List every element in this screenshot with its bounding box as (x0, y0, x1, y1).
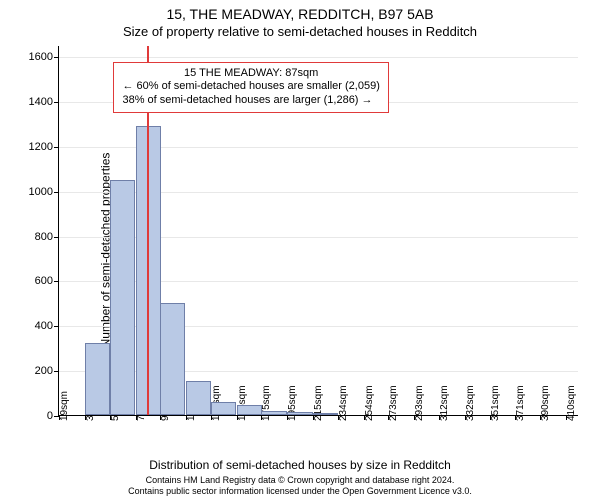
xtick-label: 234sqm (338, 385, 349, 421)
ytick-label: 1400 (29, 96, 53, 108)
x-axis-label: Distribution of semi-detached houses by … (0, 458, 600, 472)
chart-container: { "chart": { "type": "histogram", "title… (0, 0, 600, 500)
info-box-line3: 38% of semi-detached houses are larger (… (122, 94, 379, 108)
ytick-label: 600 (35, 275, 53, 287)
xtick-label: 273sqm (388, 385, 399, 421)
histogram-bar (160, 303, 185, 415)
histogram-bar (211, 402, 236, 415)
histogram-bar (110, 180, 135, 415)
ytick-label: 400 (35, 320, 53, 332)
xtick-label: 254sqm (364, 385, 375, 421)
histogram-bar (85, 343, 110, 415)
ytick-mark (54, 57, 59, 58)
ytick-mark (54, 237, 59, 238)
xtick-label: 332sqm (465, 385, 476, 421)
xtick-label: 175sqm (261, 385, 272, 421)
attribution-line1: Contains HM Land Registry data © Crown c… (146, 475, 455, 485)
attribution-text: Contains HM Land Registry data © Crown c… (0, 475, 600, 496)
xtick-label: 371sqm (515, 385, 526, 421)
ytick-label: 0 (47, 410, 53, 422)
ytick-mark (54, 147, 59, 148)
info-box-line1: 15 THE MEADWAY: 87sqm (122, 67, 379, 81)
histogram-bar (237, 405, 262, 415)
chart-subtitle: Size of property relative to semi-detach… (0, 24, 600, 39)
histogram-bar (313, 413, 338, 415)
plot-area: 0200400600800100012001400160019sqm39sqm5… (58, 46, 578, 416)
xtick-label: 351sqm (490, 385, 501, 421)
ytick-label: 1000 (29, 186, 53, 198)
ytick-mark (54, 326, 59, 327)
ytick-label: 1600 (29, 51, 53, 63)
chart-title: 15, THE MEADWAY, REDDITCH, B97 5AB (0, 6, 600, 22)
ytick-label: 800 (35, 231, 53, 243)
xtick-label: 156sqm (237, 385, 248, 421)
histogram-bar (287, 412, 312, 415)
ytick-label: 200 (35, 365, 53, 377)
xtick-label: 195sqm (287, 385, 298, 421)
info-box: 15 THE MEADWAY: 87sqm← 60% of semi-detac… (113, 62, 388, 113)
xtick-label: 410sqm (566, 385, 577, 421)
ytick-mark (54, 102, 59, 103)
ytick-mark (54, 192, 59, 193)
xtick-label: 19sqm (59, 391, 70, 421)
ytick-mark (54, 281, 59, 282)
attribution-line2: Contains public sector information licen… (128, 486, 472, 496)
ytick-label: 1200 (29, 141, 53, 153)
histogram-bar (186, 381, 211, 415)
xtick-label: 390sqm (540, 385, 551, 421)
xtick-label: 293sqm (414, 385, 425, 421)
xtick-label: 312sqm (439, 385, 450, 421)
info-box-line2: ← 60% of semi-detached houses are smalle… (122, 80, 379, 94)
gridline (59, 57, 578, 58)
xtick-label: 215sqm (313, 385, 324, 421)
histogram-bar (261, 411, 286, 415)
ytick-mark (54, 371, 59, 372)
